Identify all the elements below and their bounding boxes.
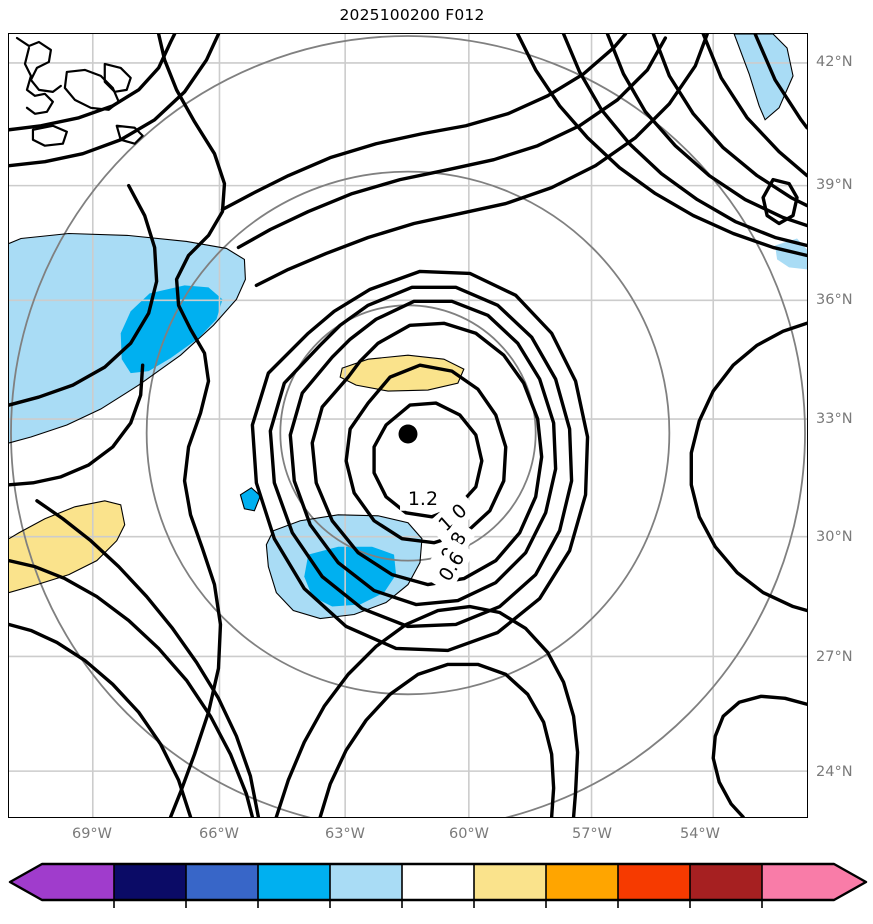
colorbar-swatch-0.90 — [762, 864, 834, 900]
contour-ne-band-4 — [651, 34, 807, 208]
contour-label-1.2: 1.2 — [408, 488, 438, 510]
contour-outer-3 — [9, 34, 221, 168]
colorbar-swatch-over — [834, 864, 866, 900]
lat-tick-label-39n: 39°N — [816, 177, 853, 193]
contour-ridge-1 — [220, 34, 628, 212]
lon-tick-label-60w: 60°W — [448, 826, 490, 842]
contour-ne-band-5 — [701, 34, 807, 178]
range-ring-outer — [10, 35, 806, 817]
contour-ridge-2 — [236, 36, 668, 250]
contour-storm-1.0 — [288, 299, 558, 607]
coastline-island-3 — [63, 68, 120, 111]
colorbar-swatch-0.72 — [690, 864, 762, 900]
contour-storm-0.8 — [268, 285, 574, 629]
contour-ridge-3 — [254, 34, 709, 288]
range-ring-middle — [145, 170, 671, 696]
colorbar-canvas — [8, 862, 868, 908]
colorbar-swatch--0.36 — [258, 864, 330, 900]
contour-storm-inner-2 — [372, 401, 484, 519]
shaded-region-northeast-edge — [734, 34, 794, 120]
contour-ne-band-3 — [605, 34, 807, 228]
lon-tick-label-69w: 69°W — [71, 826, 113, 842]
colorbar-outline — [8, 862, 868, 902]
contour-south-1 — [9, 183, 159, 407]
colorbar[interactable]: −0.90 −0.72 −0.54 −0.36 −0.18 0.18 0.36 … — [0, 860, 873, 924]
lat-tick-label-24n: 24°N — [816, 764, 853, 780]
lon-tick-label-54w: 54°W — [679, 826, 721, 842]
lat-tick-label-36n: 36°N — [816, 292, 853, 308]
colorbar-swatch--0.72 — [114, 864, 186, 900]
colorbar-swatch--0.90 — [42, 864, 114, 900]
range-rings — [10, 35, 806, 817]
coastlines — [15, 36, 144, 147]
contour-south-7 — [318, 662, 556, 817]
colorbar-swatch--0.18 — [330, 864, 402, 900]
colorbar-swatches — [10, 864, 866, 900]
shaded-region-west-small-negative — [240, 487, 261, 511]
contour-ne-cell — [761, 177, 799, 226]
contour-south-2 — [9, 363, 145, 487]
coastline-island-5 — [115, 124, 144, 145]
page-title: 2025100200 F012 — [339, 6, 485, 24]
colorbar-separators — [113, 864, 763, 900]
contour-outer-1 — [9, 34, 177, 132]
contour-labels: 1.2 1.0 0.8 0.6 — [400, 486, 479, 594]
coastline-island-2 — [23, 46, 54, 115]
shading-boundaries — [9, 34, 794, 620]
lon-tick-label-57w: 57°W — [571, 826, 613, 842]
storm-center-marker[interactable] — [398, 424, 418, 444]
lon-tick-label-66w: 66°W — [198, 826, 240, 842]
contour-south-3 — [35, 499, 261, 817]
lat-tick-label-42n: 42°N — [816, 54, 853, 70]
contour-east-arc — [689, 321, 807, 613]
lat-tick-label-33n: 33°N — [816, 411, 853, 427]
contour-storm-inner-1 — [344, 363, 508, 545]
coastline-island-1 — [15, 36, 62, 93]
lat-tick-label-30n: 30°N — [816, 529, 853, 545]
colorbar-swatch--0.54 — [186, 864, 258, 900]
contour-ne-band-6 — [753, 34, 807, 130]
contour-bottom-right — [711, 694, 807, 817]
contour-lines — [9, 34, 807, 817]
coastline-island-4 — [103, 62, 132, 93]
contour-storm-1.2 — [310, 321, 544, 587]
colorbar-swatch-zero — [402, 864, 474, 900]
contour-south-6 — [274, 604, 580, 817]
lat-tick-label-27n: 27°N — [816, 649, 853, 665]
shaded-region-northwest-core — [120, 285, 223, 374]
lon-tick-label-63w: 63°W — [324, 826, 366, 842]
contour-ne-band-2 — [561, 34, 807, 248]
colorbar-swatch-0.54 — [618, 864, 690, 900]
colorbar-ticks — [113, 900, 763, 908]
colorbar-swatch-0.18 — [474, 864, 546, 900]
colorbar-swatch-0.36 — [546, 864, 618, 900]
colorbar-swatch-under — [10, 864, 42, 900]
contour-south-4 — [9, 558, 255, 817]
coastline-island-6 — [31, 124, 68, 147]
map-plot-panel[interactable]: 1.2 1.0 0.8 0.6 — [8, 33, 808, 818]
contour-south-5 — [9, 622, 193, 817]
shaded-region-northeast-edge-2 — [775, 238, 807, 270]
contour-outer-2 — [156, 34, 227, 817]
contour-storm-0.6 — [250, 269, 590, 653]
map-canvas: 1.2 1.0 0.8 0.6 — [9, 34, 807, 817]
contour-ne-band-1 — [516, 34, 807, 258]
